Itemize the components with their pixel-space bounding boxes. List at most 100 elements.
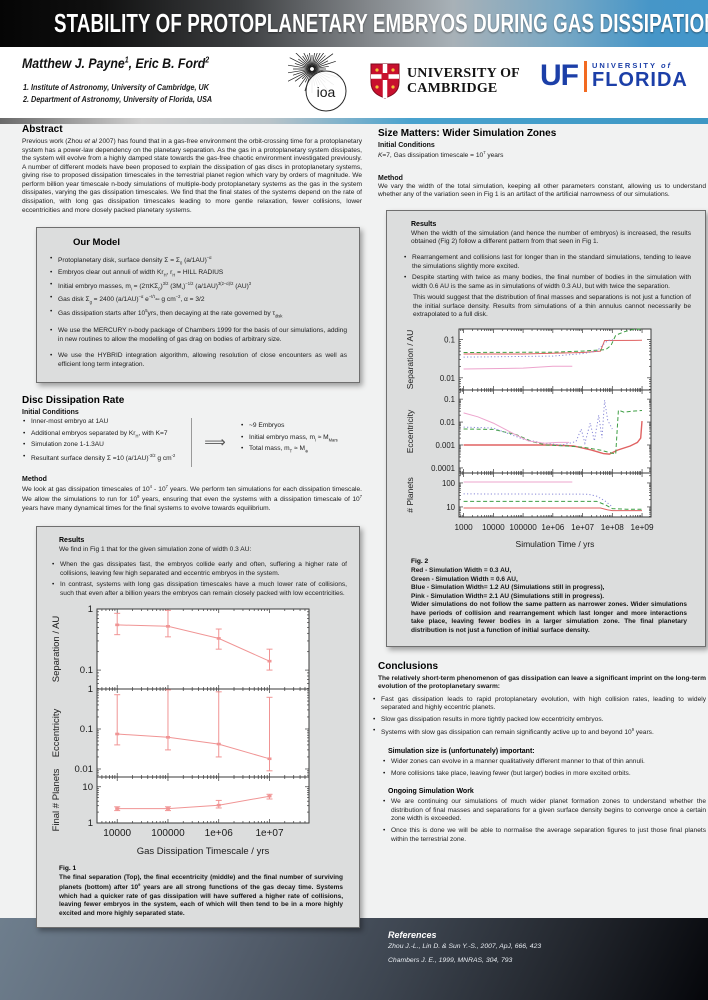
ongoing-work-list: We are continuing our simulations of muc…	[382, 798, 706, 844]
svg-text:0.1: 0.1	[444, 395, 455, 404]
figure-1: 1 0.1 Separation / AU 1 0.1 0.01 Eccentricity 1…	[49, 603, 347, 861]
conclusions-list: Fast gas dissipation leads to rapid prot…	[372, 696, 706, 738]
method-body-left: We look at gas dissipation timescales of…	[22, 483, 362, 513]
setup-bullet: ~9 Embryos	[240, 422, 362, 431]
simulation-size-list: Wider zones can evolve in a manner quali…	[382, 758, 706, 778]
title-bar: STABILITY OF PROTOPLANETARY EMBRYOS DURI…	[0, 0, 708, 47]
cambridge-line2: CAMBRIDGE	[407, 81, 498, 96]
svg-text:1e+06: 1e+06	[205, 828, 234, 839]
uf-line1: UNIVERSITY of	[592, 61, 673, 70]
left-column: Abstract Previous work (Zhou et al 2007)…	[16, 124, 362, 928]
fig2-legend-blue: Blue - Simulation Width= 1.2 AU (Simulat…	[411, 584, 605, 592]
fig1-caption: The final separation (Top), the final ec…	[59, 873, 344, 918]
fig2-caption-title: Fig. 2	[411, 557, 429, 565]
author-band: Matthew J. Payne1, Eric B. Ford2 1. Inst…	[0, 47, 708, 118]
uf-logo: UF UNIVERSITY of FLORIDA	[540, 59, 688, 93]
initial-conditions-right: K=7, Gas dissipation timescale = 107 yea…	[378, 150, 504, 160]
conclusions-heading: Conclusions	[378, 660, 439, 672]
svg-text:1: 1	[88, 684, 93, 695]
results-p1-right: When the width of the simulation (and he…	[411, 229, 691, 246]
model-bullet: Gas disk Σg = 2400 (a/1AU)−α e−t/τdisk g…	[49, 294, 347, 305]
ioa-label: ioa	[317, 84, 336, 100]
svg-text:1e+07: 1e+07	[571, 523, 594, 532]
method-heading-left: Method	[22, 475, 47, 483]
model-bullet: We use the HYBRID integration algorithm,…	[49, 352, 347, 369]
spacer	[372, 161, 706, 175]
ic-bullet: Inner-most embryo at 1AU	[22, 418, 187, 427]
setup-bullet: Initial embryo mass, mi ≈ MMars	[240, 434, 362, 443]
initial-conditions-row: Inner-most embryo at 1AU Additional embr…	[22, 418, 362, 467]
svg-text:1e+06: 1e+06	[541, 523, 564, 532]
svg-text:0.01: 0.01	[440, 374, 455, 383]
fig1-caption-title: Fig. 1	[59, 864, 77, 872]
right-column: Size Matters: Wider Simulation Zones Ini…	[372, 128, 706, 847]
abstract-heading: Abstract	[22, 124, 63, 135]
svg-text:Separation / AU: Separation / AU	[51, 615, 62, 682]
initial-conditions-heading-right: Initial Conditions	[378, 142, 435, 149]
results-box-right: Results When the width of the simulation…	[386, 209, 706, 647]
initial-conditions-heading: Initial Conditions	[22, 409, 79, 417]
svg-text:0.001: 0.001	[435, 441, 455, 450]
results-bullet: In contrast, systems with long gas dissi…	[51, 581, 347, 598]
svg-text:0.1: 0.1	[80, 665, 93, 676]
results-bullet: Despite starting with twice as many bodi…	[403, 274, 691, 291]
authors: Matthew J. Payne1, Eric B. Ford2	[22, 55, 210, 71]
svg-text:10000: 10000	[482, 523, 505, 532]
method-body-right: We vary the width of the total simulatio…	[378, 182, 706, 199]
svg-text:Final # Planets: Final # Planets	[51, 768, 62, 831]
fig2-legend-red: Red - Simulation Width = 0.3 AU,	[411, 566, 512, 574]
svg-text:100: 100	[442, 479, 456, 488]
fig2-legend-green: Green - Simulation Width = 0.6 AU,	[411, 575, 518, 583]
disc-dissipation-heading: Disc Dissipation Rate	[22, 395, 125, 407]
footer-band	[0, 918, 708, 1000]
cambridge-logo: UNIVERSITY OF CAMBRIDGE	[370, 63, 520, 99]
affiliation-1: 1. Institute of Astronomy, University of…	[23, 83, 209, 92]
our-model-list: Protoplanetary disk, surface density Σ =…	[49, 255, 347, 369]
uf-wordmark: UNIVERSITY of FLORIDA	[592, 59, 688, 91]
simulation-size-heading: Simulation size is (unfortunately) impor…	[388, 748, 535, 756]
poster-title: STABILITY OF PROTOPLANETARY EMBRYOS DURI…	[54, 8, 708, 38]
ic-bullet: Resultant surface density Σ =10 (a/1AU)-…	[22, 453, 187, 464]
figure-2: 0.1 0.01 Separation / AU 0.1 0.01 0.001 0.0001…	[401, 324, 691, 554]
svg-text:Gas Dissipation Timescale / yr: Gas Dissipation Timescale / yrs	[137, 846, 270, 857]
reference-item: Chambers J. E., 1999, MNRAS, 304, 793	[388, 957, 513, 964]
uf-orange-bar-icon	[584, 61, 587, 92]
uf-line2: FLORIDA	[592, 69, 688, 91]
abstract-body: Previous work (Zhou et al 2007) has foun…	[22, 138, 362, 214]
svg-text:0.1: 0.1	[80, 724, 93, 735]
model-bullet: Protoplanetary disk, surface density Σ =…	[49, 255, 347, 266]
spacer	[372, 647, 706, 655]
svg-text:10: 10	[82, 781, 93, 792]
cambridge-shield-icon	[370, 63, 400, 99]
results-heading-left: Results	[59, 536, 85, 544]
ioa-logo-icon: ioa	[288, 53, 347, 112]
svg-text:1e+08: 1e+08	[601, 523, 624, 532]
svg-text:0.0001: 0.0001	[431, 464, 455, 473]
results-intro-left: We find in Fig 1 that for the given simu…	[59, 545, 252, 553]
ic-bullet: Simulation zone 1-1.3AU	[22, 441, 187, 450]
cambridge-wordmark: UNIVERSITY OF CAMBRIDGE	[407, 66, 520, 97]
ongoing-work-bullet: Once this is done we will be able to nor…	[382, 827, 706, 844]
svg-text:10000: 10000	[103, 828, 131, 839]
results-bullet: Rearrangement and collisions last for lo…	[403, 254, 691, 271]
simulation-size-bullet: More collisions take place, leaving fewe…	[382, 770, 706, 779]
header-divider	[0, 118, 708, 124]
setup-bullet: Total mass, mT ≈ M⊕	[240, 445, 362, 454]
references-heading: References	[388, 930, 437, 940]
fig1-chart: 1 0.1 Separation / AU 1 0.1 0.01 Eccentricity 1…	[51, 604, 310, 857]
simulation-size-bullet: Wider zones can evolve in a manner quali…	[382, 758, 706, 767]
svg-text:0.01: 0.01	[75, 764, 94, 775]
svg-text:0.1: 0.1	[444, 336, 455, 345]
svg-text:1: 1	[88, 604, 93, 615]
results-p2-right: This would suggest that the distribution…	[413, 294, 691, 319]
ic-bullet: Additional embryos separated by KrH, wit…	[22, 430, 187, 439]
model-bullet: Gas dissipation starts after 105yrs, the…	[49, 308, 347, 319]
references: References Zhou J.-L., Lin D. & Sun Y.-S…	[388, 930, 688, 971]
svg-text:1000: 1000	[454, 523, 473, 532]
resulting-setup-list: ~9 Embryos Initial embryo mass, mi ≈ MMa…	[238, 418, 362, 467]
svg-text:# Planets: # Planets	[405, 477, 415, 512]
initial-conditions-list: Inner-most embryo at 1AU Additional embr…	[22, 418, 192, 467]
fig2-chart: 0.1 0.01 Separation / AU 0.1 0.01 0.001 0.0001…	[405, 328, 654, 549]
svg-text:1e+07: 1e+07	[255, 828, 284, 839]
